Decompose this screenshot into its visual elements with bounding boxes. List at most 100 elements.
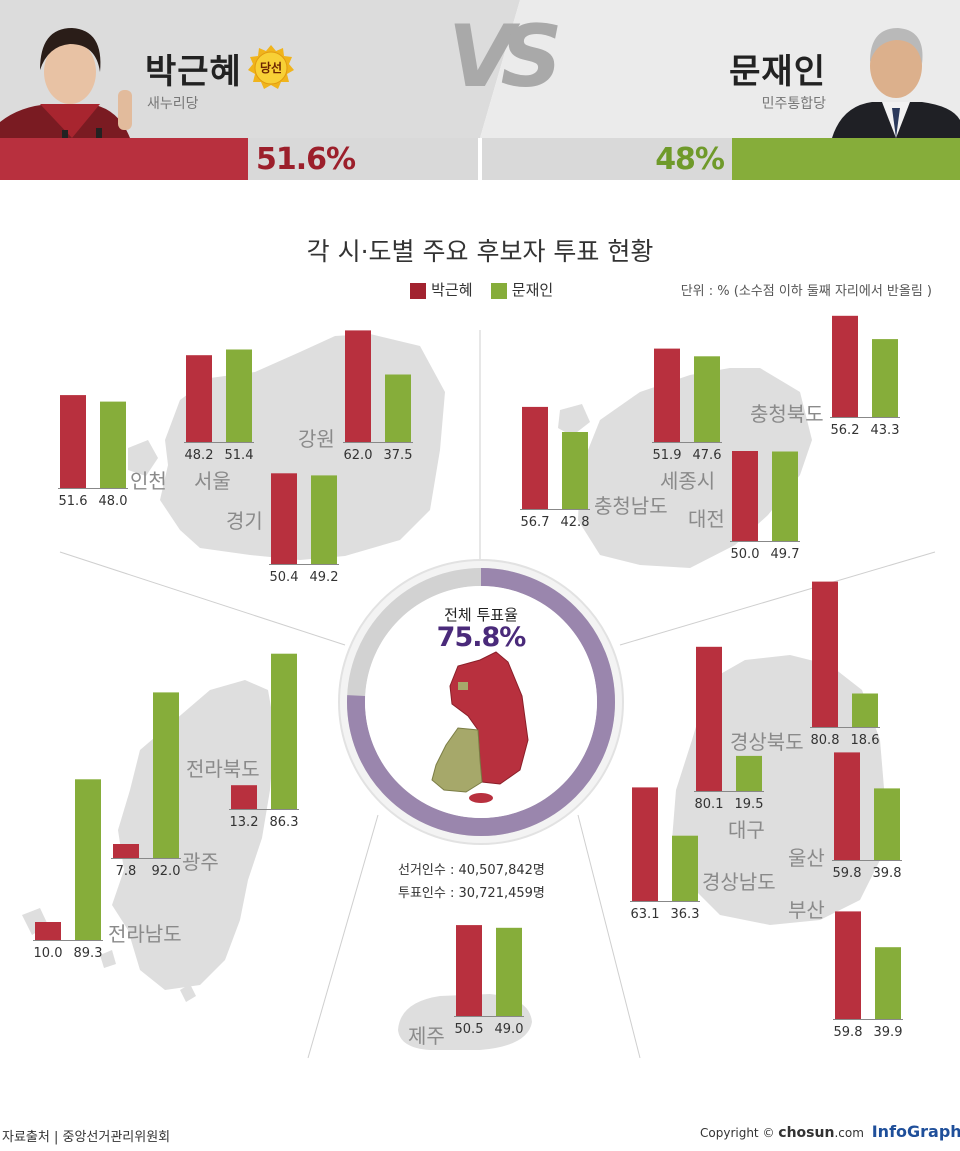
value-label-park-chungnam: 56.7: [521, 515, 550, 530]
region-label-chungnam: 충청남도: [594, 494, 668, 518]
value-label-park-daegu: 80.1: [695, 797, 724, 812]
bar-moon-jeonnam: [75, 779, 101, 940]
source-credit: 자료출처 | 중앙선거관리위원회: [2, 1130, 171, 1145]
value-label-moon-gwangju: 92.0: [152, 864, 181, 879]
region-label-jeju: 제주: [408, 1024, 445, 1048]
bar-group-busan: 59.8 39.9: [833, 911, 903, 1040]
national-vote-bars: [0, 138, 960, 180]
value-label-park-gangwon: 62.0: [344, 448, 373, 463]
bar-moon-gwangju: [153, 692, 179, 858]
bar-group-gyeonggi: 50.4 49.2: [269, 473, 339, 585]
bar-park-jeonbuk: [231, 785, 257, 809]
region-label-gyeongnam: 경상남도: [702, 870, 776, 894]
copyright: Copyright © chosun.com InfoGraphics: [700, 1122, 960, 1141]
value-label-moon-chungnam: 42.8: [561, 515, 590, 530]
region-label-busan: 부산: [788, 898, 825, 922]
bar-group-jeju: 50.5 49.0: [454, 925, 524, 1037]
bar-group-gangwon: 62.0 37.5: [343, 330, 413, 463]
value-label-moon-gyeonggi: 49.2: [310, 570, 339, 585]
vs-mark: VS: [448, 7, 562, 107]
value-label-park-ulsan: 59.8: [833, 866, 862, 881]
divider-line: [619, 551, 936, 646]
winner-badge-label: 당선: [259, 61, 283, 75]
bar-moon-sejong: [694, 356, 720, 442]
value-label-park-daejeon: 50.0: [731, 547, 760, 562]
moon-party: 민주통합당: [761, 96, 826, 112]
bar-moon-busan: [875, 947, 901, 1019]
value-label-moon-chungbuk: 43.3: [871, 423, 900, 438]
jeolla-islet-map: [180, 984, 196, 1002]
bar-moon-gyeongbuk: [852, 693, 878, 727]
value-label-park-busan: 59.8: [834, 1025, 863, 1040]
chungcheong-islet-map: [558, 404, 590, 436]
bar-park-gangwon: [345, 330, 371, 442]
value-label-park-gyeonggi: 50.4: [270, 570, 299, 585]
bar-moon-gyeongnam: [672, 835, 698, 901]
rosette-icon: [248, 45, 294, 89]
value-label-moon-gyeongbuk: 18.6: [851, 733, 880, 748]
region-label-gyeongbuk: 경상북도: [730, 730, 804, 754]
korea-mini-map: [431, 651, 529, 803]
bar-group-daegu: 80.1 19.5: [694, 646, 764, 812]
value-label-moon-jeju: 49.0: [495, 1022, 524, 1037]
value-label-park-jeju: 50.5: [455, 1022, 484, 1037]
region-label-chungbuk: 충청북도: [750, 402, 824, 426]
legend: 박근혜 문재인: [410, 279, 553, 300]
bar-park-daejeon: [732, 451, 758, 541]
bar-park-gwangju: [113, 844, 139, 858]
value-label-moon-jeonbuk: 86.3: [270, 815, 299, 830]
bar-moon-daegu: [736, 755, 762, 791]
incheon-island-map: [128, 440, 158, 476]
region-label-daejeon: 대전: [688, 507, 725, 531]
bar-park-gyeonggi: [271, 473, 297, 564]
winner-badge: 당선: [247, 44, 295, 92]
electors-count: 선거인수 : 40,507,842명: [398, 863, 545, 878]
value-label-moon-daejeon: 49.7: [771, 547, 800, 562]
value-label-park-seoul: 48.2: [185, 448, 214, 463]
park-name: 박근혜: [145, 52, 242, 92]
bar-group-chungbuk: 56.2 43.3: [830, 315, 900, 438]
voters-count: 투표인수 : 30,721,459명: [398, 886, 545, 901]
bar-park-jeju: [456, 925, 482, 1016]
value-label-moon-incheon: 48.0: [99, 494, 128, 509]
turnout-donut-arc: [347, 568, 615, 836]
moon-name: 문재인: [729, 52, 826, 92]
region-label-jeonnam: 전라남도: [108, 922, 182, 946]
bar-moon-ulsan: [874, 788, 900, 860]
moon-portrait-icon: [832, 28, 960, 138]
bar-group-sejong: 51.9 47.6: [652, 348, 722, 463]
bar-moon-chungnam: [562, 432, 588, 509]
region-label-gyeonggi: 경기: [226, 509, 263, 533]
divider-line: [577, 814, 641, 1059]
divider-line: [59, 551, 346, 646]
value-label-park-jeonbuk: 13.2: [230, 815, 259, 830]
moon-national-bar: [732, 138, 960, 180]
value-label-moon-seoul: 51.4: [225, 448, 254, 463]
region-label-seoul: 서울: [194, 469, 231, 493]
bar-moon-jeonbuk: [271, 653, 297, 809]
divider-line: [307, 814, 379, 1059]
bar-park-daegu: [696, 646, 722, 791]
bar-park-gyeongnam: [632, 787, 658, 901]
value-label-moon-busan: 39.9: [874, 1025, 903, 1040]
bar-park-ulsan: [834, 752, 860, 860]
bar-group-gwangju: 7.8 92.0: [111, 692, 181, 879]
jeolla-map: [112, 680, 275, 990]
park-portrait-icon: [0, 28, 132, 138]
bar-park-sejong: [654, 348, 680, 442]
value-label-moon-gangwon: 37.5: [384, 448, 413, 463]
copyright-brand: chosun: [778, 1125, 835, 1141]
bar-group-incheon: 51.6 48.0: [58, 395, 128, 509]
copyright-prefix: Copyright ©: [700, 1126, 775, 1140]
value-label-park-chungbuk: 56.2: [831, 423, 860, 438]
turnout-value: 75.8%: [436, 622, 527, 653]
bar-group-ulsan: 59.8 39.8: [832, 752, 902, 881]
moon-percent: 48%: [655, 142, 725, 177]
value-label-park-jeonnam: 10.0: [34, 946, 63, 961]
bar-park-chungbuk: [832, 315, 858, 417]
jeolla-islet-map: [100, 950, 116, 968]
region-label-sejong: 세종시: [660, 469, 716, 493]
bar-group-daejeon: 50.0 49.7: [730, 451, 800, 562]
park-national-bar: [0, 138, 248, 180]
